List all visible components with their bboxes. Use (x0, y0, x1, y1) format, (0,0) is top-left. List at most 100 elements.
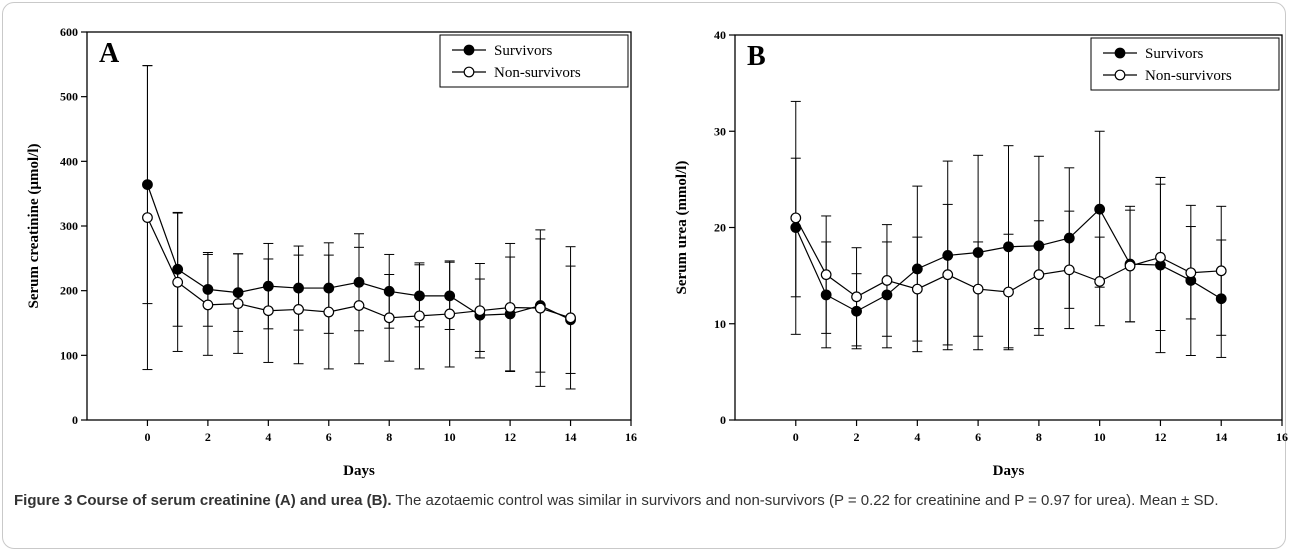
data-point (323, 306, 335, 318)
legend-marker (1114, 47, 1126, 59)
data-point (414, 290, 425, 302)
x-tick-label: 4 (265, 430, 271, 444)
data-point (142, 179, 153, 191)
data-point (262, 305, 274, 317)
data-point (293, 304, 304, 315)
panel-label: A (99, 38, 120, 69)
legend-label: Non-survivors (494, 65, 581, 81)
data-point (911, 283, 923, 295)
data-point (232, 298, 244, 310)
data-point (262, 280, 274, 292)
data-point (1063, 264, 1075, 276)
data-point (972, 247, 984, 258)
data-point (383, 285, 395, 297)
legend-marker (1114, 69, 1126, 81)
x-tick-label: 10 (1094, 430, 1106, 444)
x-tick-label: 8 (1036, 430, 1042, 444)
data-point (172, 276, 184, 288)
figure-caption: Figure 3 Course of serum creatinine (A) … (14, 490, 1276, 512)
data-point (881, 289, 893, 301)
data-point (790, 212, 802, 224)
data-point (202, 299, 214, 311)
x-tick-label: 10 (444, 430, 456, 444)
legend-marker (463, 66, 475, 78)
legend-box (1090, 37, 1280, 91)
x-tick-label: 12 (504, 430, 516, 444)
x-tick-label: 16 (625, 430, 637, 444)
data-point (1094, 276, 1106, 287)
x-axis-label: Days (343, 463, 375, 479)
chart-panel-a: 0 100 200 300 400 500 600 0 2 4 6 8 10 12 14 16 Days Seru… (26, 25, 637, 479)
data-point (293, 282, 304, 294)
data-point (1124, 260, 1136, 272)
data-point (565, 312, 576, 324)
data-point (142, 212, 153, 223)
data-point (1003, 286, 1014, 298)
data-point (1215, 265, 1227, 277)
y-tick-label: 200 (60, 284, 78, 298)
data-point (1033, 240, 1045, 252)
data-point (353, 300, 365, 311)
data-point (851, 305, 862, 317)
x-tick-label: 12 (1154, 430, 1166, 444)
legend-label: Non-survivors (1145, 68, 1232, 84)
data-point (232, 287, 244, 299)
legend-marker (463, 44, 475, 56)
y-tick-label: 0 (72, 413, 78, 427)
data-point (534, 302, 546, 314)
data-point (1094, 203, 1106, 215)
data-point (444, 308, 456, 320)
x-tick-label: 2 (854, 430, 860, 444)
y-axis-label: Serum creatinine (µmol/l) (26, 143, 42, 308)
y-tick-label: 500 (60, 90, 78, 104)
data-point (353, 276, 365, 288)
x-tick-label: 6 (326, 430, 332, 444)
legend-label: Survivors (494, 43, 553, 59)
data-point (383, 312, 395, 324)
chart-panel-b: 0 10 20 30 40 0 2 4 6 8 10 12 14 16 Days Serum urea (mm… (674, 28, 1288, 479)
data-point (942, 250, 954, 261)
y-tick-label: 300 (60, 219, 78, 233)
data-point (172, 263, 184, 275)
x-tick-label: 0 (144, 430, 150, 444)
data-point (1003, 241, 1014, 253)
legend-label: Survivors (1145, 46, 1204, 62)
data-point (790, 222, 802, 233)
x-tick-label: 2 (205, 430, 211, 444)
caption-text: The azotaemic control was similar in sur… (391, 492, 1219, 509)
x-tick-label: 0 (793, 430, 799, 444)
x-tick-label: 8 (386, 430, 392, 444)
x-axis-label: Days (993, 463, 1025, 479)
data-point (851, 291, 862, 303)
data-point (1155, 251, 1166, 263)
data-point (942, 269, 954, 281)
data-point (820, 269, 832, 281)
data-point (972, 283, 984, 295)
data-point (414, 310, 425, 322)
y-tick-label: 400 (60, 154, 78, 168)
y-tick-label: 20 (714, 221, 726, 235)
y-tick-label: 600 (60, 25, 78, 39)
x-tick-label: 14 (565, 430, 577, 444)
data-point (1063, 232, 1075, 244)
data-point (1185, 267, 1197, 279)
data-point (474, 305, 486, 317)
legend-box (439, 34, 629, 88)
y-tick-label: 0 (720, 413, 726, 427)
data-point (323, 282, 335, 294)
data-point (444, 290, 456, 302)
data-point (1215, 293, 1227, 305)
x-tick-label: 14 (1215, 430, 1227, 444)
y-tick-label: 10 (714, 317, 726, 331)
data-point (1033, 269, 1045, 281)
x-tick-label: 16 (1276, 430, 1288, 444)
y-tick-label: 30 (714, 124, 726, 138)
caption-title: Figure 3 Course of serum creatinine (A) … (14, 492, 392, 509)
data-point (202, 283, 214, 295)
x-tick-label: 4 (914, 430, 920, 444)
y-tick-label: 40 (714, 28, 726, 42)
data-point (881, 275, 893, 286)
data-point (820, 289, 832, 301)
